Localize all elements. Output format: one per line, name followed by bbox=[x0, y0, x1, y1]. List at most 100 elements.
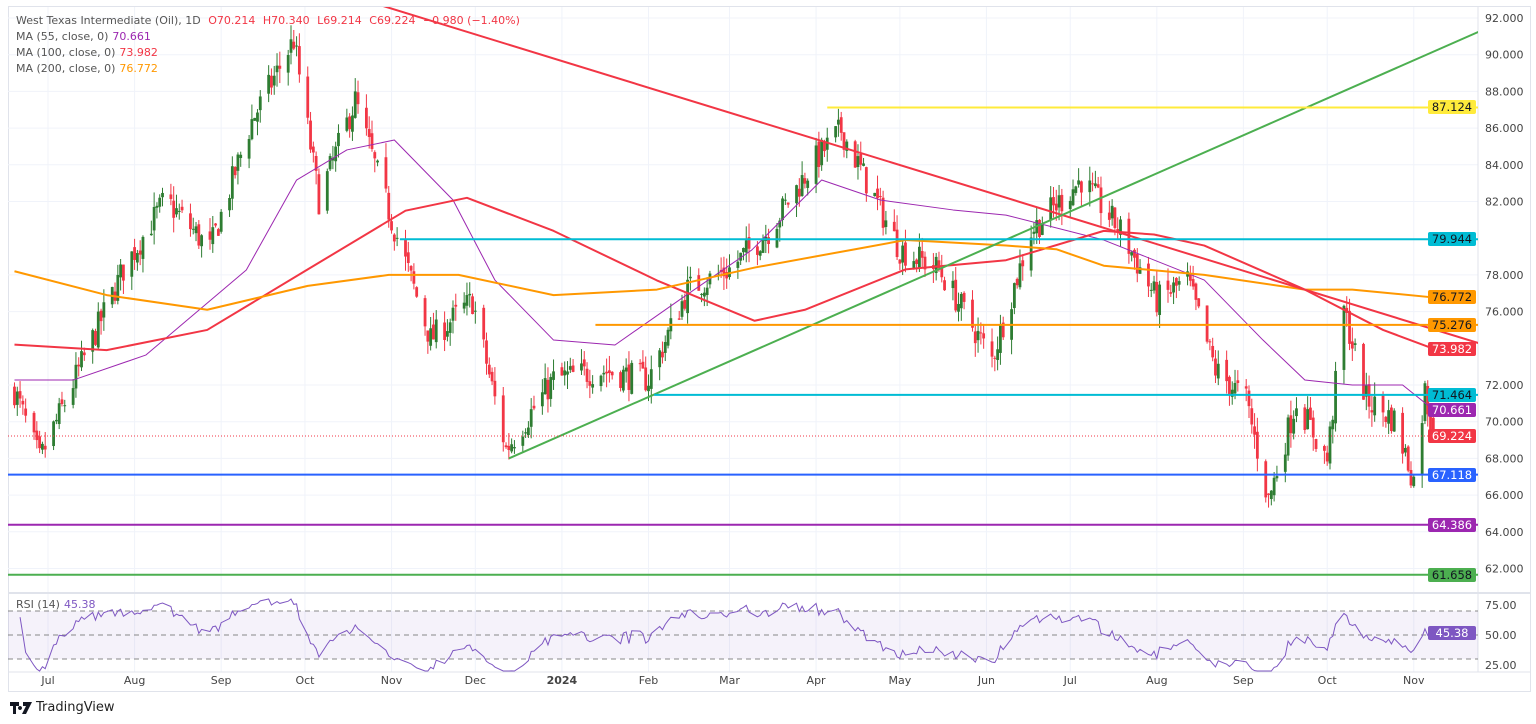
candle-body bbox=[624, 367, 628, 372]
candle-body bbox=[1211, 345, 1215, 358]
candle-body bbox=[297, 46, 301, 75]
candle-body bbox=[976, 330, 980, 341]
candle-body bbox=[1384, 416, 1388, 422]
x-tick-label: Oct bbox=[1318, 674, 1338, 687]
candle-body bbox=[702, 292, 706, 297]
candle-body bbox=[1107, 212, 1111, 220]
candle-body bbox=[384, 157, 388, 189]
price-tag-76.772: 76.772 bbox=[1428, 290, 1476, 305]
candle-body bbox=[599, 375, 603, 387]
candle-body bbox=[937, 260, 941, 269]
candle-body bbox=[1328, 426, 1332, 464]
candle-body bbox=[845, 141, 849, 151]
candle-body bbox=[367, 129, 371, 137]
candle-body bbox=[1158, 284, 1162, 315]
candle-body bbox=[21, 400, 25, 405]
candle-body bbox=[912, 261, 916, 269]
candle-body bbox=[1295, 408, 1298, 417]
candle-body bbox=[979, 332, 983, 334]
candle-body bbox=[390, 221, 393, 231]
ohlc-low: L69.214 bbox=[317, 14, 362, 27]
ma200-legend[interactable]: MA (200, close, 0) 76.772 bbox=[16, 62, 162, 75]
candle-body bbox=[834, 126, 838, 138]
candle-body bbox=[60, 399, 64, 405]
candle-body bbox=[1323, 446, 1326, 451]
candle-body bbox=[971, 299, 974, 328]
price-tag-73.982: 73.982 bbox=[1428, 341, 1476, 356]
candle-body bbox=[739, 252, 743, 261]
candle-body bbox=[309, 120, 312, 150]
candle-body bbox=[934, 256, 938, 274]
candle-body bbox=[1029, 237, 1033, 271]
candle-body bbox=[412, 271, 416, 284]
tradingview-logo[interactable]: TradingView bbox=[10, 700, 115, 715]
ma55-legend[interactable]: MA (55, close, 0) 70.661 bbox=[16, 30, 155, 43]
candle-body bbox=[1244, 386, 1248, 389]
rsi-legend[interactable]: RSI (14) 45.38 bbox=[16, 598, 99, 611]
candle-body bbox=[1088, 180, 1092, 193]
candle-body bbox=[1138, 267, 1142, 274]
price-tag-79.944: 79.944 bbox=[1428, 232, 1476, 247]
candle-body bbox=[423, 298, 427, 327]
candle-body bbox=[1110, 205, 1114, 219]
candle-body bbox=[1216, 363, 1220, 379]
candle-body bbox=[803, 178, 807, 184]
candle-body bbox=[1214, 358, 1217, 376]
brand-name: TradingView bbox=[36, 700, 115, 715]
candle-body bbox=[1021, 260, 1025, 267]
candle-body bbox=[239, 154, 243, 159]
candle-body bbox=[317, 174, 321, 215]
candle-body bbox=[149, 233, 153, 236]
candle-body bbox=[876, 188, 879, 199]
ma200-line bbox=[14, 239, 1434, 311]
x-tick-label: 2024 bbox=[547, 674, 578, 687]
candle-body bbox=[52, 421, 55, 447]
candle-body bbox=[1060, 194, 1064, 212]
ma100-legend[interactable]: MA (100, close, 0) 73.982 bbox=[16, 46, 162, 59]
candle-body bbox=[800, 175, 804, 196]
candle-body bbox=[228, 198, 231, 211]
ma55-label: MA (55, close, 0) bbox=[16, 30, 109, 43]
candle-body bbox=[549, 377, 553, 399]
candle-body bbox=[761, 240, 765, 253]
candle-body bbox=[1071, 189, 1075, 206]
candle-body bbox=[736, 261, 740, 268]
candle-body bbox=[1342, 305, 1346, 370]
candle-body bbox=[208, 231, 212, 240]
candle-body bbox=[982, 333, 986, 339]
candle-body bbox=[1188, 274, 1192, 281]
candle-body bbox=[1119, 219, 1122, 235]
candle-body bbox=[1068, 200, 1072, 210]
candle-body bbox=[94, 330, 97, 345]
candle-body bbox=[918, 246, 921, 269]
candle-body bbox=[862, 163, 865, 166]
candle-body bbox=[1255, 431, 1259, 459]
candle-body bbox=[493, 380, 497, 397]
price-tag-67.118: 67.118 bbox=[1428, 467, 1476, 482]
y-tick-label: 70.000 bbox=[1485, 416, 1524, 429]
candle-body bbox=[356, 92, 360, 105]
x-tick-label: Nov bbox=[381, 674, 403, 687]
candle-body bbox=[1205, 305, 1209, 342]
candle-body bbox=[180, 206, 184, 211]
ma55-value: 70.661 bbox=[112, 30, 151, 43]
candle-body bbox=[758, 251, 762, 256]
candle-body bbox=[627, 364, 631, 390]
candle-body bbox=[686, 279, 689, 314]
candle-body bbox=[1401, 412, 1405, 454]
candle-body bbox=[426, 330, 430, 342]
candle-body bbox=[138, 250, 142, 255]
symbol-title: West Texas Intermediate (Oil), 1D bbox=[16, 14, 201, 27]
candle-body bbox=[490, 371, 494, 382]
candle-body bbox=[568, 366, 572, 370]
candle-body bbox=[236, 154, 240, 171]
candle-body bbox=[999, 324, 1002, 353]
candle-body bbox=[24, 408, 28, 416]
candle-body bbox=[311, 146, 315, 153]
candle-body bbox=[775, 228, 779, 248]
rsi-label: RSI (14) bbox=[16, 598, 60, 611]
price-tag-75.276: 75.276 bbox=[1428, 317, 1476, 332]
candle-body bbox=[588, 381, 592, 386]
y-tick-label: 64.000 bbox=[1485, 526, 1524, 539]
